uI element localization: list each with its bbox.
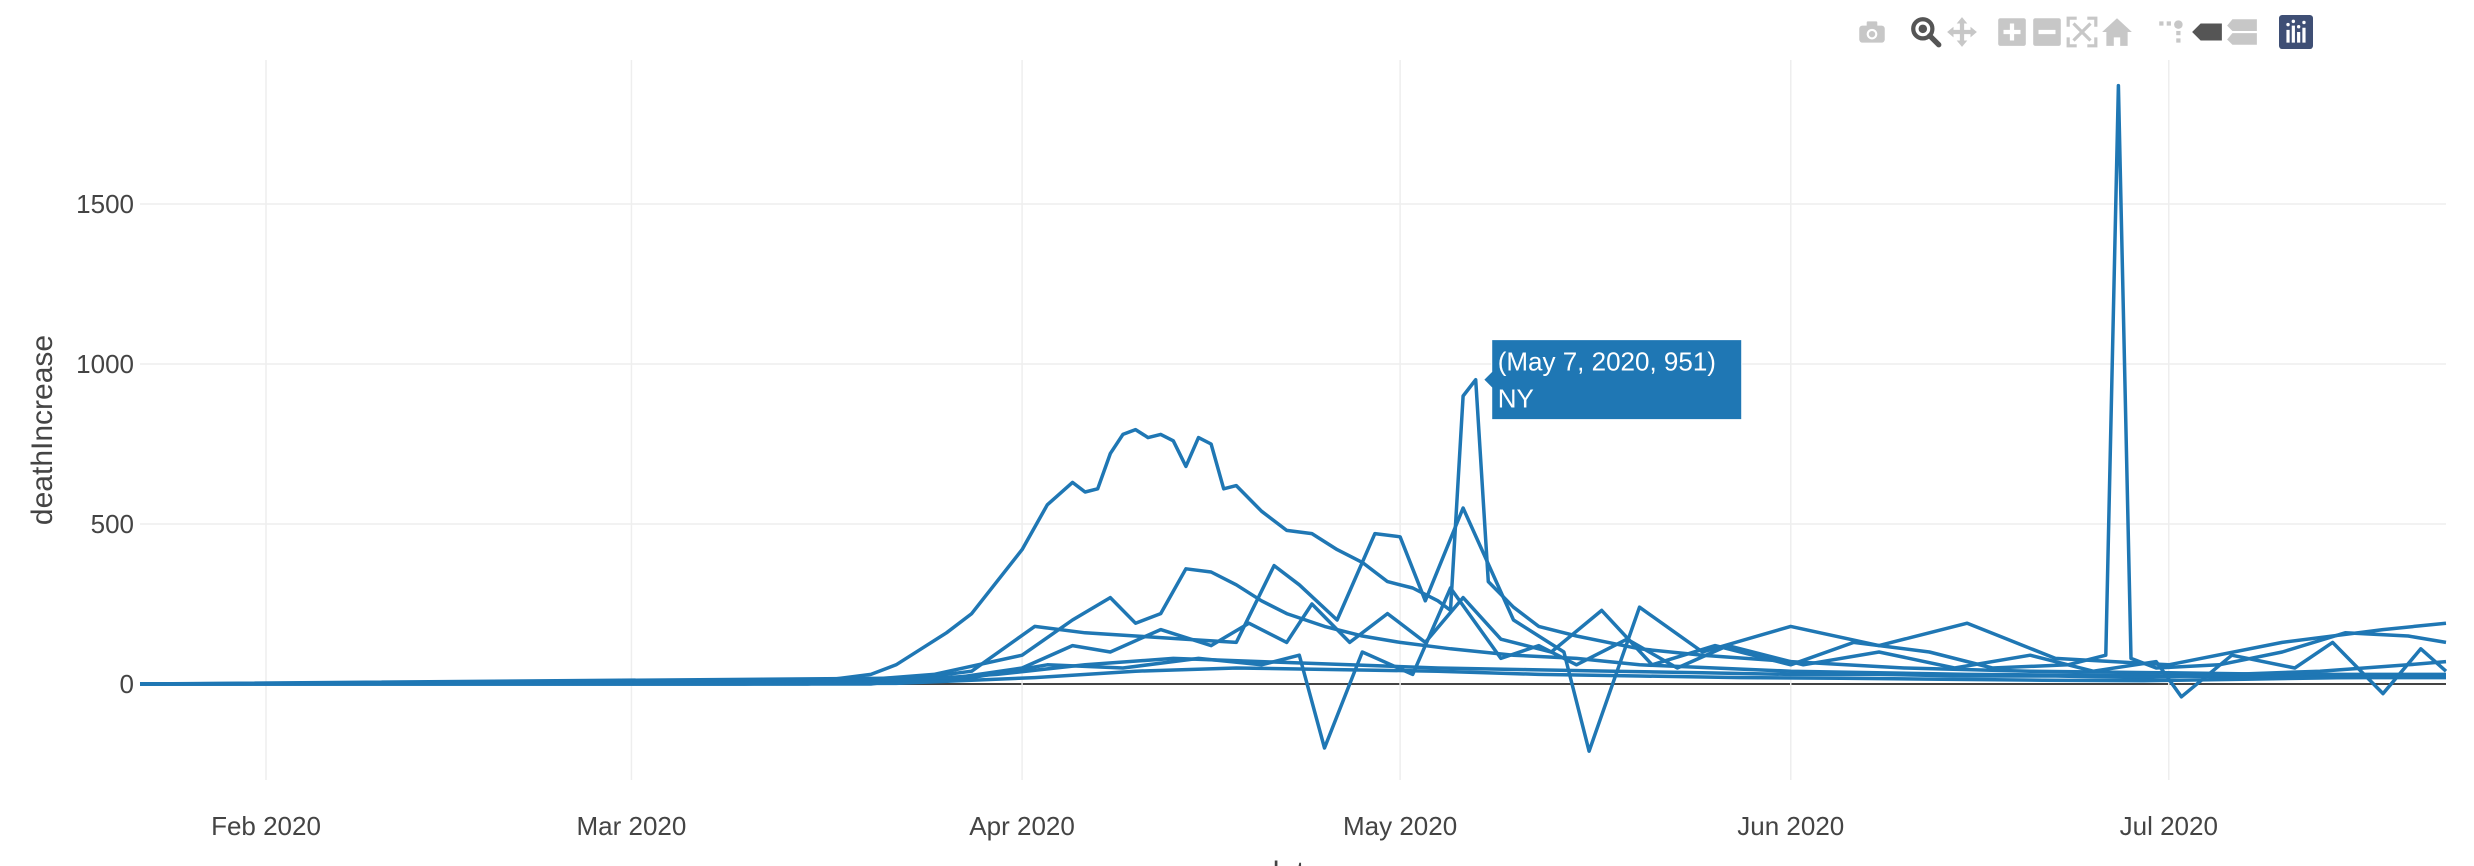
pan-icon [1947,17,1977,47]
y-tick-label: 500 [91,509,134,539]
hover-closest-button[interactable] [2187,12,2227,52]
series-line[interactable] [140,377,2446,686]
x-axis-ticks: Feb 2020 Mar 2020 Apr 2020 May 2020 Jun 2020… [211,811,2218,841]
camera-button[interactable] [1852,12,1892,52]
autoscale-icon [2066,16,2098,48]
hover-tooltip: (May 7, 2020, 951) NY [1483,339,1743,421]
tooltip-label: (May 7, 2020, 951) [1498,347,1716,377]
home-icon [2102,18,2132,46]
zoom-button[interactable] [1906,12,1946,52]
tooltip-box [1483,339,1743,421]
hover-compare-button[interactable] [2222,12,2262,52]
y-axis-title: deathIncrease [26,335,59,525]
plotly-logo-icon [2279,15,2313,49]
series-line[interactable] [139,656,2447,686]
reset-axes-button[interactable] [2097,12,2137,52]
x-axis-title: date [1263,856,1321,866]
series-line[interactable] [140,567,2446,686]
x-tick-label: Mar 2020 [577,811,687,841]
tooltip-trace-name: NY [1498,384,1534,414]
y-gridlines [140,203,2446,685]
x-tick-label: May 2020 [1343,811,1457,841]
pan-button[interactable] [1942,12,1982,52]
spike-lines-icon [2159,20,2183,43]
zoom-icon [1911,17,1942,48]
hover-closest-icon [2192,23,2222,41]
y-tick-label: 1500 [76,189,134,219]
autoscale-button[interactable] [2062,12,2102,52]
y-tick-label: 0 [120,669,134,699]
x-tick-label: Apr 2020 [969,811,1075,841]
zoom-in-icon [1998,18,2026,46]
series-line[interactable] [140,506,2447,753]
y-tick-label: 1000 [76,349,134,379]
plotly-logo-button[interactable] [2276,12,2316,52]
series-layer[interactable] [139,83,2448,753]
zoom-in-button[interactable] [1992,12,2032,52]
spike-lines-button[interactable] [2152,12,2192,52]
series-line[interactable] [139,586,2448,750]
series-line[interactable] [139,666,2447,686]
zoom-out-icon [2033,18,2061,46]
hover-compare-icon [2227,19,2257,45]
x-tick-label: Jun 2020 [1737,811,1844,841]
zoom-out-button[interactable] [2027,12,2067,52]
camera-icon [1859,21,1885,43]
x-tick-label: Feb 2020 [211,811,321,841]
y-axis-ticks: 0 500 1000 1500 [76,189,134,699]
x-tick-label: Jul 2020 [2120,811,2218,841]
series-line[interactable] [139,83,2447,686]
